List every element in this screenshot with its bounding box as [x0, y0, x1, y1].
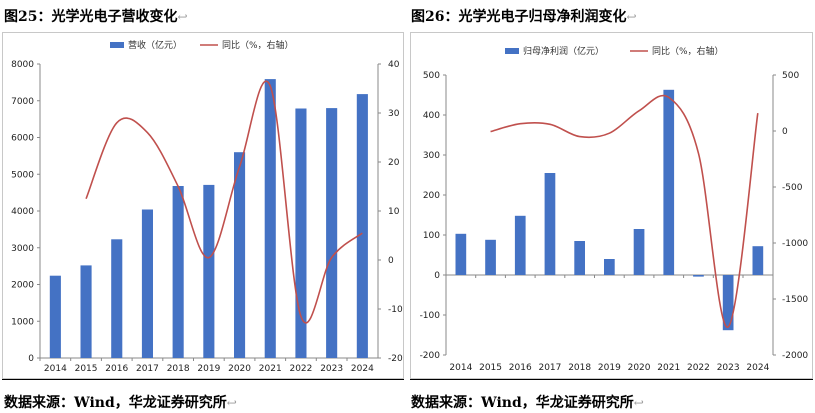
left-tick-label: 0 — [28, 354, 34, 364]
source-note-left: 数据来源：Wind，华龙证券研究所↩ — [4, 392, 237, 412]
bar-2024 — [356, 94, 368, 358]
chart-frame-left — [2, 32, 404, 379]
divider-left — [2, 379, 404, 380]
legend-line-label: 同比（%，右轴） — [222, 39, 294, 51]
bar-2022 — [693, 275, 704, 277]
yoy-growth-line — [490, 94, 759, 328]
category-label: 2019 — [197, 364, 220, 374]
figure-26-title: 图26：光学光电子归母净利润变化↩ — [411, 6, 637, 26]
source-text: 数据来源：Wind，华龙证券研究所 — [4, 395, 227, 411]
right-tick-label: -10 — [388, 305, 403, 315]
figure-25-title: 图25：光学光电子营收变化↩ — [4, 6, 188, 26]
category-label: 2023 — [717, 363, 740, 373]
category-label: 2023 — [320, 364, 343, 374]
category-label: 2015 — [479, 363, 502, 373]
category-label: 2014 — [44, 364, 67, 374]
left-tick-label: 100 — [423, 231, 440, 241]
bar-2023 — [326, 108, 338, 358]
left-tick-label: 7000 — [11, 97, 34, 107]
category-label: 2016 — [509, 363, 532, 373]
right-tick-label: -500 — [782, 183, 803, 193]
right-tick-label: -1000 — [782, 239, 808, 249]
bar-2017 — [544, 173, 556, 275]
bar-2019 — [203, 184, 215, 358]
left-tick-label: 400 — [423, 111, 440, 121]
category-label: 2022 — [289, 364, 312, 374]
bar-2020 — [234, 152, 246, 358]
left-tick-label: 200 — [423, 191, 440, 201]
right-tick-label: 500 — [782, 71, 799, 81]
left-tick-label: 4000 — [11, 207, 34, 217]
bar-2016 — [111, 239, 123, 358]
return-mark: ↩ — [177, 10, 188, 24]
bar-2015 — [485, 239, 496, 275]
yoy-growth-line — [85, 80, 363, 324]
left-tick-label: 2000 — [11, 281, 34, 291]
bar-2024 — [752, 246, 764, 275]
bar-2017 — [141, 209, 153, 358]
right-tick-label: -20 — [388, 354, 403, 364]
bar-2018 — [172, 186, 184, 358]
chart-frame-right — [410, 32, 813, 379]
return-mark: ↩ — [226, 396, 237, 410]
category-label: 2017 — [538, 363, 561, 373]
bar-2019 — [604, 259, 615, 275]
left-tick-label: -100 — [420, 311, 441, 321]
category-label: 2024 — [746, 363, 769, 373]
category-label: 2017 — [136, 364, 159, 374]
right-tick-label: 40 — [388, 60, 400, 70]
bar-2018 — [574, 241, 585, 275]
return-mark: ↩ — [626, 10, 637, 24]
right-tick-label: 0 — [782, 127, 788, 137]
category-label: 2024 — [351, 364, 374, 374]
category-label: 2014 — [449, 363, 472, 373]
figure-25-title-text: 图25：光学光电子营收变化 — [4, 9, 178, 25]
right-tick-label: 20 — [388, 158, 400, 168]
left-tick-label: 6000 — [11, 134, 34, 144]
return-mark: ↩ — [633, 396, 644, 410]
source-note-right: 数据来源：Wind，华龙证券研究所↩ — [411, 392, 644, 412]
figure-26-title-text: 图26：光学光电子归母净利润变化 — [411, 9, 627, 25]
bar-2014 — [49, 275, 61, 358]
left-tick-label: 3000 — [11, 244, 34, 254]
bar-2014 — [455, 233, 467, 275]
right-tick-label: 30 — [388, 109, 400, 119]
right-tick-label: -2000 — [782, 351, 808, 361]
category-label: 2020 — [628, 363, 651, 373]
category-label: 2020 — [228, 364, 251, 374]
right-tick-label: -1500 — [782, 295, 808, 305]
category-label: 2022 — [687, 363, 710, 373]
category-label: 2015 — [75, 364, 98, 374]
bar-2022 — [295, 108, 307, 358]
divider-right — [410, 379, 813, 380]
bar-2021 — [264, 79, 276, 358]
right-tick-label: 0 — [388, 256, 394, 266]
right-tick-label: 10 — [388, 207, 400, 217]
bar-2015 — [80, 265, 92, 358]
category-label: 2016 — [105, 364, 128, 374]
bar-2016 — [514, 215, 526, 275]
source-text: 数据来源：Wind，华龙证券研究所 — [411, 395, 634, 411]
legend-bar-swatch — [110, 42, 124, 48]
category-label: 2019 — [598, 363, 621, 373]
left-tick-label: 5000 — [11, 170, 34, 180]
left-tick-label: 1000 — [11, 317, 34, 327]
legend-line-label: 同比（%，右轴） — [652, 45, 724, 57]
bar-2023 — [722, 275, 734, 331]
left-tick-label: -200 — [420, 351, 441, 361]
category-label: 2021 — [657, 363, 680, 373]
category-label: 2018 — [167, 364, 190, 374]
bar-2021 — [663, 89, 675, 275]
left-tick-label: 8000 — [11, 60, 34, 70]
legend-bar-label: 营收（亿元） — [128, 39, 182, 51]
bar-2020 — [633, 229, 645, 275]
left-tick-label: 0 — [434, 271, 440, 281]
legend-bar-swatch — [505, 48, 519, 54]
legend-bar-label: 归母净利润（亿元） — [523, 45, 604, 57]
left-tick-label: 500 — [423, 71, 440, 81]
category-label: 2021 — [259, 364, 282, 374]
category-label: 2018 — [568, 363, 591, 373]
left-tick-label: 300 — [423, 151, 440, 161]
